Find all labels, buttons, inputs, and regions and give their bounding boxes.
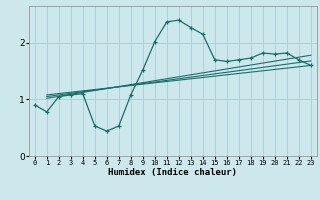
X-axis label: Humidex (Indice chaleur): Humidex (Indice chaleur) bbox=[108, 168, 237, 177]
